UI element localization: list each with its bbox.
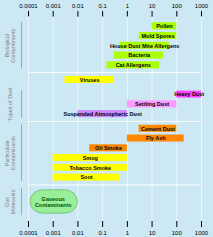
svg-text:Heavy Dust: Heavy Dust: [174, 91, 204, 97]
svg-text:Tobacco Smoke: Tobacco Smoke: [69, 165, 111, 171]
svg-text:1000: 1000: [195, 3, 209, 9]
svg-text:0.0001: 0.0001: [19, 230, 38, 236]
svg-text:Soot: Soot: [80, 174, 92, 180]
svg-text:0.001: 0.001: [46, 3, 62, 9]
svg-text:100: 100: [172, 230, 183, 236]
svg-text:House Dust Mite Allergens: House Dust Mite Allergens: [110, 43, 179, 49]
svg-text:100: 100: [172, 3, 183, 9]
svg-text:Bacteria: Bacteria: [128, 52, 151, 58]
svg-text:Suspended Atmospheric Dust: Suspended Atmospheric Dust: [63, 111, 142, 117]
svg-text:10: 10: [149, 230, 156, 236]
svg-text:0.1: 0.1: [98, 3, 107, 9]
svg-text:1000: 1000: [195, 230, 209, 236]
svg-text:Fly Ash: Fly Ash: [146, 135, 166, 141]
svg-text:Cat Allergens: Cat Allergens: [116, 62, 151, 68]
svg-text:0.1: 0.1: [98, 230, 107, 236]
svg-text:0.0001: 0.0001: [19, 3, 38, 9]
svg-text:1: 1: [126, 3, 130, 9]
svg-text:GaseousContaminants: GaseousContaminants: [35, 196, 72, 208]
svg-text:Pollen: Pollen: [156, 23, 173, 29]
svg-text:GasMolecules: GasMolecules: [4, 189, 16, 214]
svg-text:Viruses: Viruses: [80, 77, 100, 83]
svg-text:ParticulateContaminants: ParticulateContaminants: [4, 136, 16, 170]
svg-text:1: 1: [126, 230, 130, 236]
svg-text:0.01: 0.01: [72, 3, 84, 9]
svg-text:Mold Spores: Mold Spores: [141, 33, 174, 39]
svg-text:0.01: 0.01: [72, 230, 84, 236]
svg-text:10: 10: [149, 3, 156, 9]
svg-text:Types of Dust: Types of Dust: [7, 87, 13, 121]
svg-text:BiologicalContaminants: BiologicalContaminants: [4, 29, 16, 63]
svg-text:Smog: Smog: [83, 155, 98, 161]
svg-text:Cement Dust: Cement Dust: [141, 126, 175, 132]
svg-text:Oil Smoke: Oil Smoke: [95, 145, 122, 151]
svg-text:0.001: 0.001: [46, 230, 62, 236]
svg-text:Settling Dust: Settling Dust: [135, 101, 169, 107]
